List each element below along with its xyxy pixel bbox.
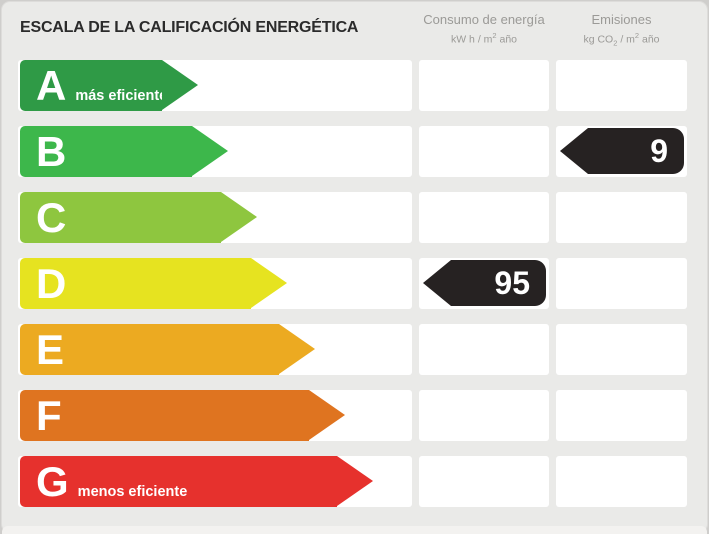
emissions-cell-g bbox=[556, 456, 687, 507]
grade-letter-d: D bbox=[36, 260, 67, 307]
rating-arrow-d-body: D bbox=[20, 258, 251, 309]
rating-row-c: C bbox=[18, 192, 687, 243]
rating-arrow-f-body: F bbox=[20, 390, 309, 441]
consumption-column-header: Consumo de energía kW h / m2 año bbox=[419, 12, 549, 47]
consumption-header-label: Consumo de energía bbox=[423, 12, 545, 27]
page-title: ESCALA DE LA CALIFICACIÓN ENERGÉTICA bbox=[20, 19, 359, 36]
rating-arrow-c-tip bbox=[221, 192, 257, 242]
consumption-cell-d: 95 bbox=[419, 258, 549, 309]
consumption-value-arrow: 95 bbox=[423, 260, 546, 306]
emissions-cell-f bbox=[556, 390, 687, 441]
grade-letter-a: A bbox=[36, 62, 67, 109]
rating-arrow-a-tip bbox=[162, 60, 198, 110]
emissions-cell-d bbox=[556, 258, 687, 309]
consumption-cell-c bbox=[419, 192, 549, 243]
consumption-cell-e bbox=[419, 324, 549, 375]
emissions-value-arrow-tip bbox=[560, 128, 588, 174]
scale-cell-g: G menos eficiente bbox=[18, 456, 412, 507]
efficiency-note-a: más eficiente bbox=[75, 88, 168, 104]
emissions-cell-e bbox=[556, 324, 687, 375]
grade-letter-f: F bbox=[36, 392, 62, 439]
scale-cell-b: B bbox=[18, 126, 412, 177]
emissions-value-arrow: 9 bbox=[560, 128, 684, 174]
emissions-cell-a bbox=[556, 60, 687, 111]
rating-arrow-d-tip bbox=[251, 258, 287, 308]
emissions-header-unit: kg CO2 / m2 año bbox=[583, 31, 660, 48]
rating-row-f: F bbox=[18, 390, 687, 441]
rating-arrow-e: E bbox=[20, 324, 315, 375]
emissions-cell-c bbox=[556, 192, 687, 243]
rating-arrow-b: B bbox=[20, 126, 228, 177]
grade-letter-g: G bbox=[36, 458, 69, 505]
rating-arrow-a: A más eficiente bbox=[20, 60, 198, 111]
consumption-value: 95 bbox=[451, 260, 546, 306]
rating-arrow-b-body: B bbox=[20, 126, 192, 177]
scale-cell-d: D bbox=[18, 258, 412, 309]
scale-cell-e: E bbox=[18, 324, 412, 375]
efficiency-note-g: menos eficiente bbox=[77, 484, 188, 500]
consumption-cell-f bbox=[419, 390, 549, 441]
grade-letter-c: C bbox=[36, 194, 67, 241]
rating-arrow-a-body: A más eficiente bbox=[20, 60, 167, 111]
grade-letter-b: B bbox=[36, 128, 67, 175]
scale-cell-a: A más eficiente bbox=[18, 60, 412, 111]
emissions-header-label: Emisiones bbox=[591, 12, 652, 27]
grade-letter-e: E bbox=[36, 326, 65, 373]
consumption-value-arrow-tip bbox=[423, 260, 451, 306]
consumption-cell-b bbox=[419, 126, 549, 177]
next-panel-edge bbox=[2, 526, 707, 534]
rating-row-d: D 95 bbox=[18, 258, 687, 309]
scale-cell-c: C bbox=[18, 192, 412, 243]
consumption-header-unit: kW h / m2 año bbox=[450, 31, 518, 46]
emissions-column-header: Emisiones kg CO2 / m2 año bbox=[556, 12, 687, 50]
rating-arrow-f: F bbox=[20, 390, 345, 441]
emissions-value: 9 bbox=[588, 128, 684, 174]
rating-arrow-c-body: C bbox=[20, 192, 221, 243]
rating-row-a: A más eficiente bbox=[18, 60, 687, 111]
rating-arrow-e-body: E bbox=[20, 324, 279, 375]
rating-arrow-g-tip bbox=[337, 456, 373, 506]
rating-row-g: G menos eficiente bbox=[18, 456, 687, 507]
rating-arrow-d: D bbox=[20, 258, 287, 309]
rating-arrow-f-tip bbox=[309, 390, 345, 440]
consumption-cell-g bbox=[419, 456, 549, 507]
rating-arrow-g: G menos eficiente bbox=[20, 456, 373, 507]
rating-arrow-g-body: G menos eficiente bbox=[20, 456, 337, 507]
scale-cell-f: F bbox=[18, 390, 412, 441]
emissions-cell-b: 9 bbox=[556, 126, 687, 177]
rating-arrow-c: C bbox=[20, 192, 257, 243]
consumption-cell-a bbox=[419, 60, 549, 111]
rating-row-e: E bbox=[18, 324, 687, 375]
rating-row-b: B 9 bbox=[18, 126, 687, 177]
rating-arrow-b-tip bbox=[192, 126, 228, 176]
rating-arrow-e-tip bbox=[279, 324, 315, 374]
